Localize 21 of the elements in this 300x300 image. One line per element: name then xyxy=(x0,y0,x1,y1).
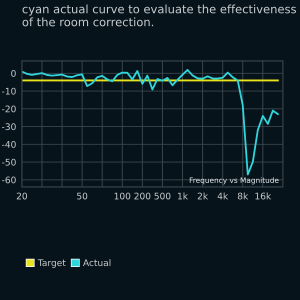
y-tick-label: -60 xyxy=(2,176,16,184)
x-tick-label: 50 xyxy=(77,192,88,200)
line-series xyxy=(22,69,279,176)
y-tick-label: -40 xyxy=(2,141,16,148)
y-tick-label: -20 xyxy=(2,106,16,112)
x-tick-label: 1k xyxy=(178,192,188,200)
x-tick-label: 4k xyxy=(218,192,228,200)
x-tick-label: 16k xyxy=(255,192,272,200)
legend-label: Target xyxy=(38,259,66,268)
y-tick-label: -50 xyxy=(2,158,16,166)
x-tick-label: 2k xyxy=(198,192,208,200)
y-tick-label: -10 xyxy=(2,88,16,95)
x-tick-label: 200 xyxy=(134,192,150,200)
x-tick-label: 8k xyxy=(238,192,248,200)
x-tick-label: 100 xyxy=(114,192,130,200)
y-tick-label: 0 xyxy=(11,70,16,77)
x-tick-label: 20 xyxy=(16,192,28,200)
x-tick-label: 500 xyxy=(154,192,170,200)
y-tick-label: -30 xyxy=(2,123,16,130)
chart-subtitle: cyan actual curve to evaluate the effectiveness of the room correction. xyxy=(22,4,296,26)
legend-label: Actual xyxy=(83,259,110,266)
